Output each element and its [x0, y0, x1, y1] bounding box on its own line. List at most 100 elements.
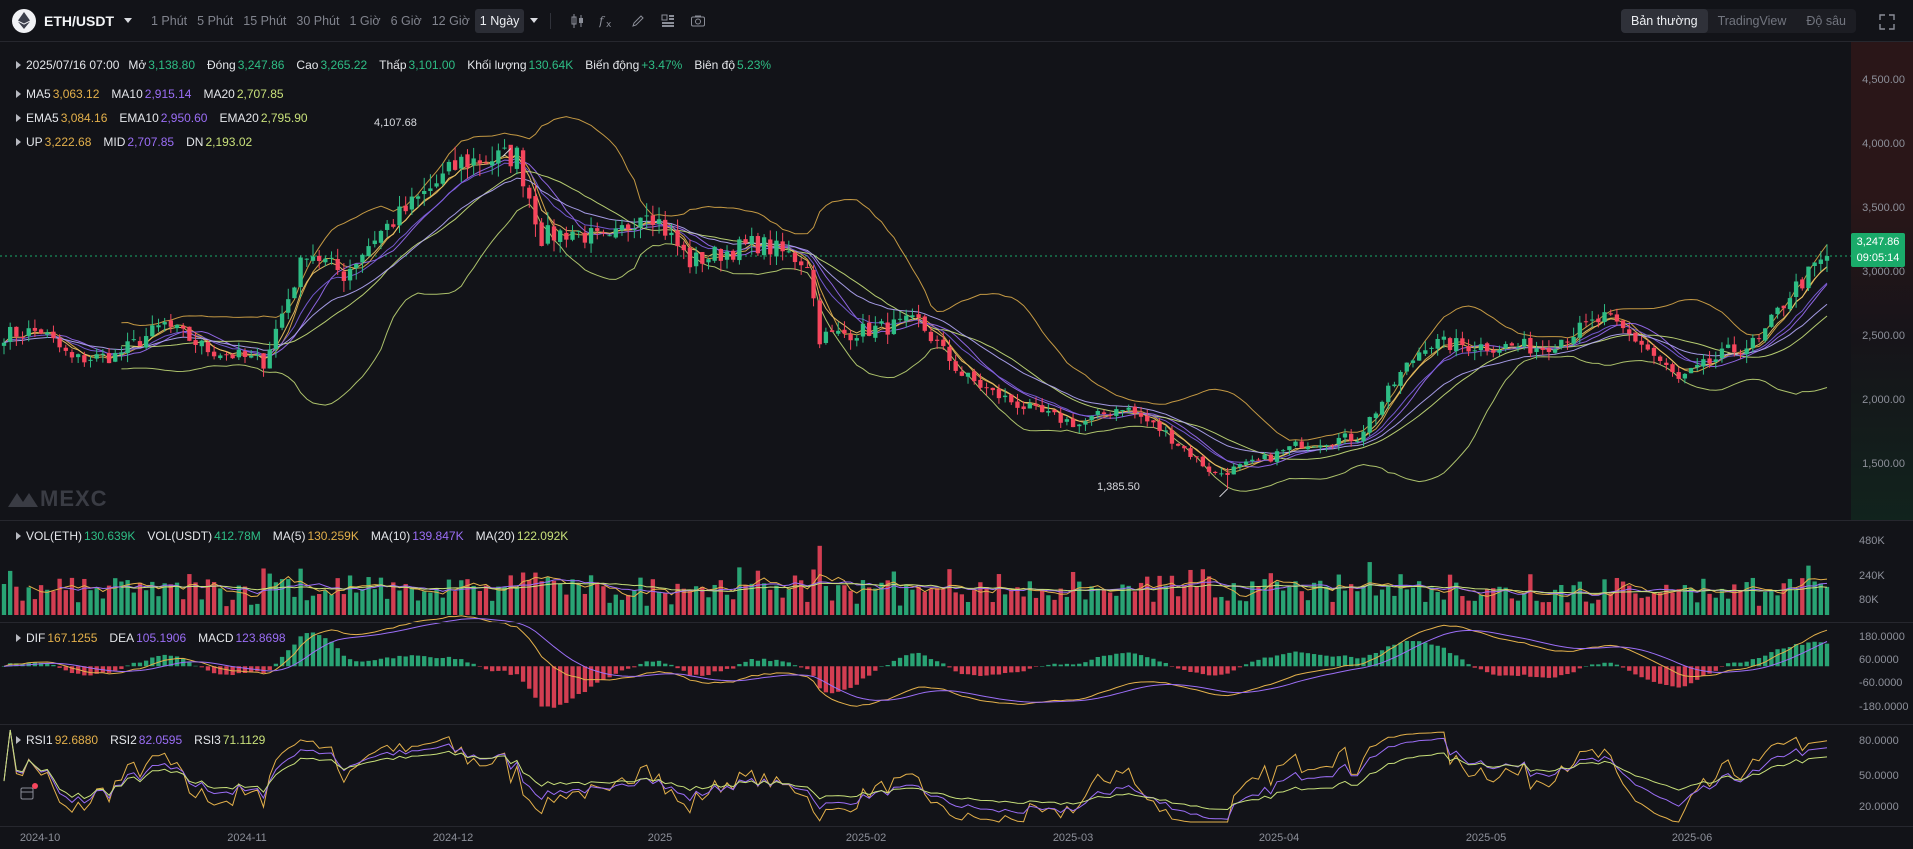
rsi-tick: 50.0000 — [1859, 770, 1899, 782]
candle-body — [366, 246, 371, 257]
volume-bar — [1077, 581, 1082, 615]
pane-divider[interactable] — [0, 520, 1913, 521]
candle-body — [1268, 454, 1273, 462]
volume-bar — [1633, 593, 1638, 615]
collapse-triangle-icon[interactable] — [16, 90, 21, 98]
macd-histogram-bar — [904, 655, 909, 667]
candle-body — [1466, 346, 1471, 352]
candle-body — [1070, 418, 1076, 428]
vol-ma20-line — [121, 582, 1828, 594]
macd-histogram-bar — [347, 659, 353, 667]
volume-bar — [119, 581, 124, 615]
macd-histogram-bar — [1639, 666, 1644, 678]
macd-histogram-bar — [490, 666, 495, 672]
macd-histogram-bar — [897, 657, 903, 667]
candle-body — [749, 236, 754, 245]
interval-15m[interactable]: 15 Phút — [243, 13, 287, 28]
interval-1d[interactable]: 1 Ngày — [474, 8, 525, 33]
macd-histogram-bar — [69, 666, 75, 674]
macd-histogram-bar — [1268, 657, 1273, 667]
macd-histogram-bar — [1392, 644, 1397, 667]
macd-histogram-bar — [1237, 666, 1243, 668]
macd-histogram-bar — [403, 656, 408, 667]
collapse-triangle-icon[interactable] — [16, 138, 21, 146]
tab-depth[interactable]: Độ sâu — [1806, 14, 1846, 28]
interval-1h[interactable]: 1 Giờ — [349, 13, 381, 28]
price-tick: 4,000.00 — [1862, 138, 1905, 150]
interval-5m[interactable]: 5 Phút — [197, 13, 234, 28]
layout-icon[interactable] — [653, 6, 683, 36]
macd-histogram-bar — [1497, 666, 1502, 676]
fullscreen-icon[interactable] — [1877, 12, 1897, 32]
interval-6h[interactable]: 6 Giờ — [390, 13, 422, 28]
macd-histogram-bar — [45, 663, 50, 667]
candle-body — [372, 240, 377, 245]
camera-icon[interactable] — [683, 6, 713, 36]
volume-bar — [1305, 600, 1311, 615]
macd-histogram-bar — [1744, 661, 1749, 667]
candle-body — [743, 239, 748, 244]
macd-histogram-bar — [1256, 659, 1261, 667]
macd-histogram-bar — [82, 666, 87, 676]
pane-divider[interactable] — [0, 622, 1913, 623]
candle-body — [1101, 412, 1107, 415]
date-tick: 2025-06 — [1671, 832, 1713, 844]
tab-standard[interactable]: Bản thường — [1620, 9, 1708, 33]
collapse-triangle-icon[interactable] — [16, 634, 21, 642]
candle-body — [669, 232, 674, 236]
macd-histogram-bar — [885, 665, 890, 667]
candle-body — [1614, 314, 1620, 322]
volume-bar — [1206, 576, 1212, 615]
collapse-triangle-icon[interactable] — [16, 61, 21, 69]
volume-bar — [1410, 587, 1416, 615]
macd-histogram-bar — [1274, 655, 1280, 667]
volume-bar — [483, 585, 489, 615]
interval-selector: 1 Phút 5 Phút 15 Phút 30 Phút 1 Giờ 6 Gi… — [146, 8, 539, 33]
date-tick: 2025-05 — [1465, 832, 1507, 844]
rsi-tick: 20.0000 — [1859, 801, 1899, 813]
volume-bar — [663, 592, 668, 615]
rsi-tick: 80.0000 — [1859, 735, 1899, 747]
pencil-icon[interactable] — [623, 6, 653, 36]
collapse-triangle-icon[interactable] — [16, 736, 21, 744]
candle-body — [1225, 472, 1230, 475]
volume-bar — [1311, 582, 1317, 615]
candle-body — [286, 299, 291, 313]
candle-type-icon[interactable] — [563, 6, 593, 36]
pane-divider[interactable] — [0, 724, 1913, 725]
volume-bar — [928, 589, 934, 615]
candle-body — [1311, 446, 1317, 448]
macd-histogram-bar — [1478, 666, 1484, 670]
volume-bar — [1484, 589, 1490, 615]
candle-body — [959, 371, 965, 376]
volume-bar — [1392, 595, 1397, 615]
interval-30m[interactable]: 30 Phút — [296, 13, 340, 28]
candle-body — [1602, 312, 1607, 323]
volume-bar — [1114, 595, 1119, 615]
candle-body — [1522, 338, 1527, 347]
macd-histogram-bar — [1095, 657, 1100, 667]
macd-histogram-bar — [1225, 666, 1230, 674]
collapse-triangle-icon[interactable] — [16, 532, 21, 540]
candle-body — [811, 269, 816, 299]
candle-body — [539, 222, 544, 246]
volume-bar — [292, 596, 297, 615]
price-tick: 3,500.00 — [1862, 202, 1905, 214]
macd-histogram-bar — [972, 666, 977, 676]
interval-1m[interactable]: 1 Phút — [151, 13, 188, 28]
symbol-selector[interactable]: ETH/USDT — [0, 8, 146, 33]
volume-bar — [273, 582, 279, 615]
tab-tradingview[interactable]: TradingView — [1717, 14, 1787, 28]
volume-bar — [1614, 577, 1620, 615]
macd-histogram-bar — [570, 666, 575, 699]
volume-legend: VOL(ETH) 130.639K VOL(USDT) 412.78M MA(5) 1… — [16, 529, 580, 543]
price-axis[interactable]: 4,500.00 4,000.00 3,500.00 3,000.00 2,50… — [1851, 42, 1913, 520]
collapse-triangle-icon[interactable] — [16, 114, 21, 122]
interval-12h[interactable]: 12 Giờ — [431, 13, 470, 28]
interval-more-chevron-icon[interactable] — [530, 18, 539, 23]
layers-icon[interactable] — [16, 782, 38, 804]
macd-histogram-bar — [1627, 666, 1632, 671]
macd-histogram-bar — [119, 666, 124, 669]
